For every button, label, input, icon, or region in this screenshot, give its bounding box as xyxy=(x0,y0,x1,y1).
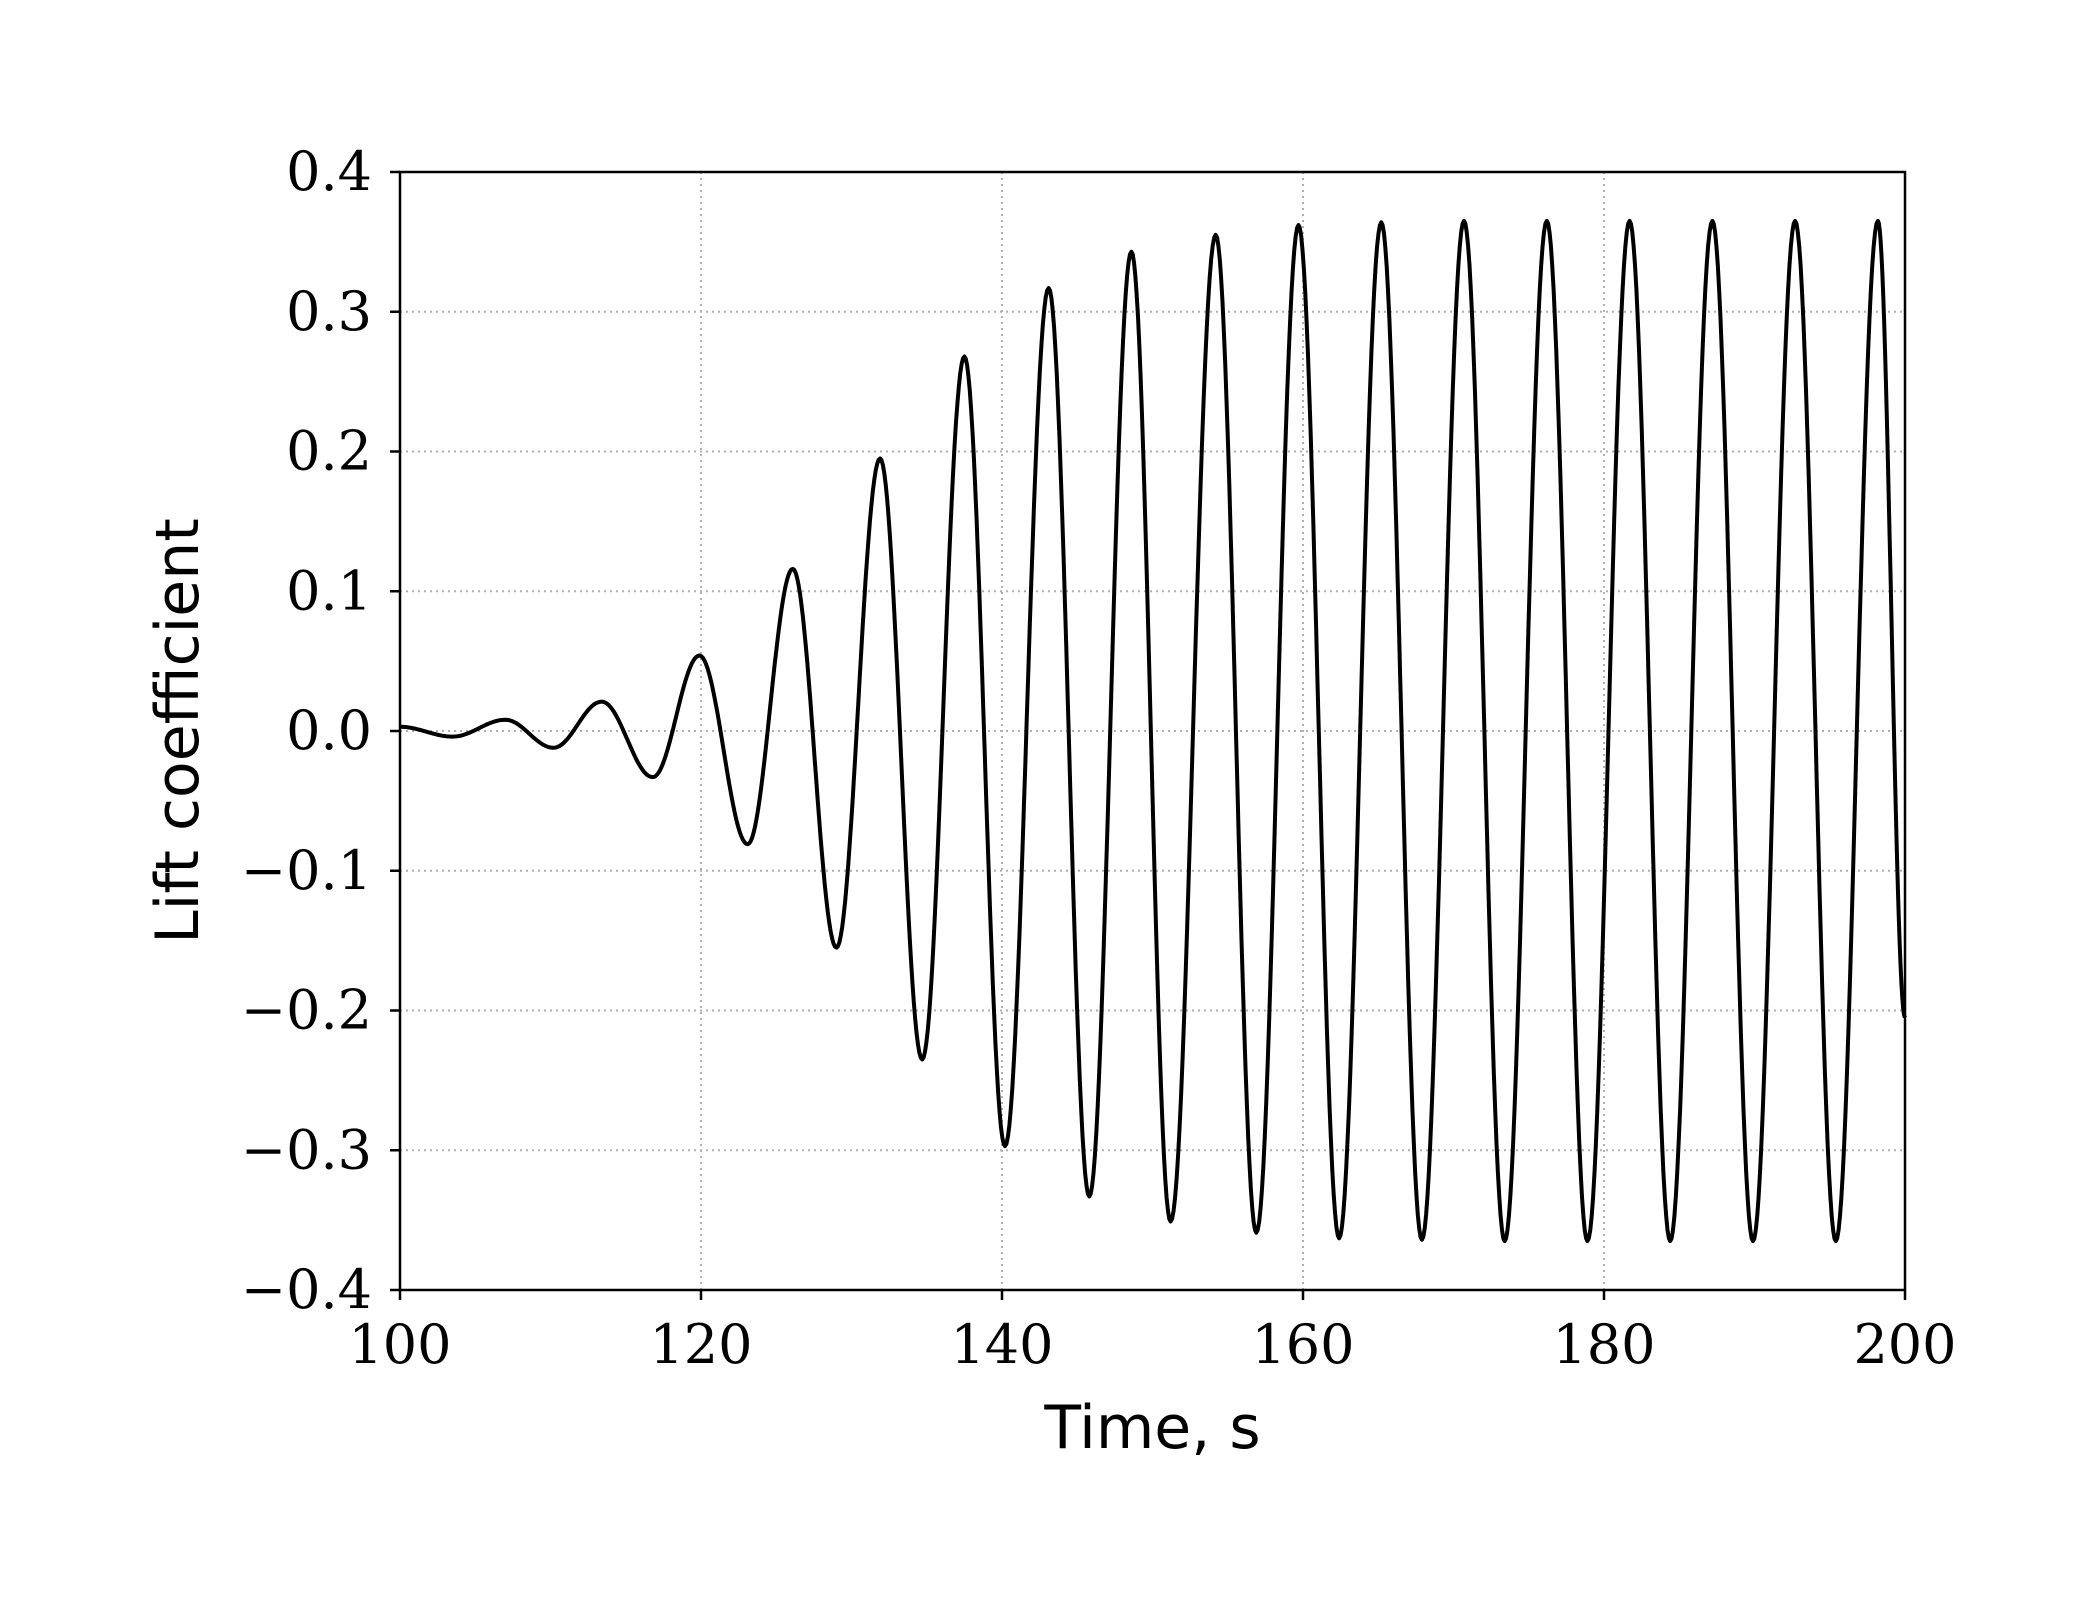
y-tick-label: 0.2 xyxy=(286,420,372,483)
y-tick-label: −0.1 xyxy=(241,839,372,902)
y-axis-title: Lift coefficient xyxy=(143,518,213,944)
x-tick-label: 120 xyxy=(649,1313,752,1376)
x-tick-label: 160 xyxy=(1251,1313,1354,1376)
y-tick-label: 0.3 xyxy=(286,280,372,343)
x-tick-label: 180 xyxy=(1552,1313,1655,1376)
data-series xyxy=(399,218,1907,1244)
y-tick-label: 0.4 xyxy=(286,140,372,203)
x-axis-title: Time, s xyxy=(1043,1393,1260,1463)
x-tick-label: 200 xyxy=(1853,1313,1956,1376)
y-tick-label: −0.2 xyxy=(241,979,372,1042)
axis-ticks: 100 120 140 160 180 200 −0.4 −0.3 −0.2 −0.1 0.0 0.1… xyxy=(241,140,1957,1376)
lift-coefficient-series-line xyxy=(399,218,1907,1244)
y-tick-label: −0.3 xyxy=(241,1118,372,1181)
y-tick-label: −0.4 xyxy=(241,1258,372,1321)
y-tick-label: 0.0 xyxy=(286,699,372,762)
x-tick-label: 140 xyxy=(950,1313,1053,1376)
x-tick-label: 100 xyxy=(348,1313,451,1376)
y-tick-label: 0.1 xyxy=(286,559,372,622)
